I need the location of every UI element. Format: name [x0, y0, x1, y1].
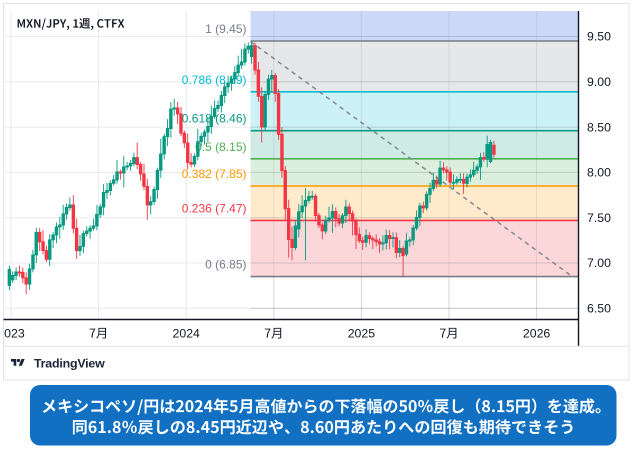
svg-text:2023: 2023: [0, 327, 25, 341]
svg-text:TradingView: TradingView: [34, 356, 105, 370]
svg-text:9.50: 9.50: [587, 30, 611, 44]
svg-text:0.382 (7.85): 0.382 (7.85): [182, 167, 247, 181]
svg-text:8.50: 8.50: [587, 120, 611, 134]
svg-text:9.00: 9.00: [587, 75, 611, 89]
svg-text:6.50: 6.50: [587, 302, 611, 316]
svg-text:0.5 (8.15): 0.5 (8.15): [195, 140, 246, 154]
svg-text:8.00: 8.00: [587, 166, 611, 180]
svg-text:1 (9.45): 1 (9.45): [205, 22, 246, 36]
svg-text:2025: 2025: [348, 327, 376, 341]
svg-text:2026: 2026: [523, 327, 551, 341]
svg-text:0 (6.85): 0 (6.85): [205, 258, 246, 272]
svg-text:0.236 (7.47): 0.236 (7.47): [182, 201, 247, 215]
svg-text:0.618 (8.46): 0.618 (8.46): [182, 112, 247, 126]
svg-text:7.50: 7.50: [587, 211, 611, 225]
svg-text:2024: 2024: [173, 327, 201, 341]
svg-text:7.00: 7.00: [587, 256, 611, 270]
svg-text:0.786 (8.89): 0.786 (8.89): [182, 73, 247, 87]
